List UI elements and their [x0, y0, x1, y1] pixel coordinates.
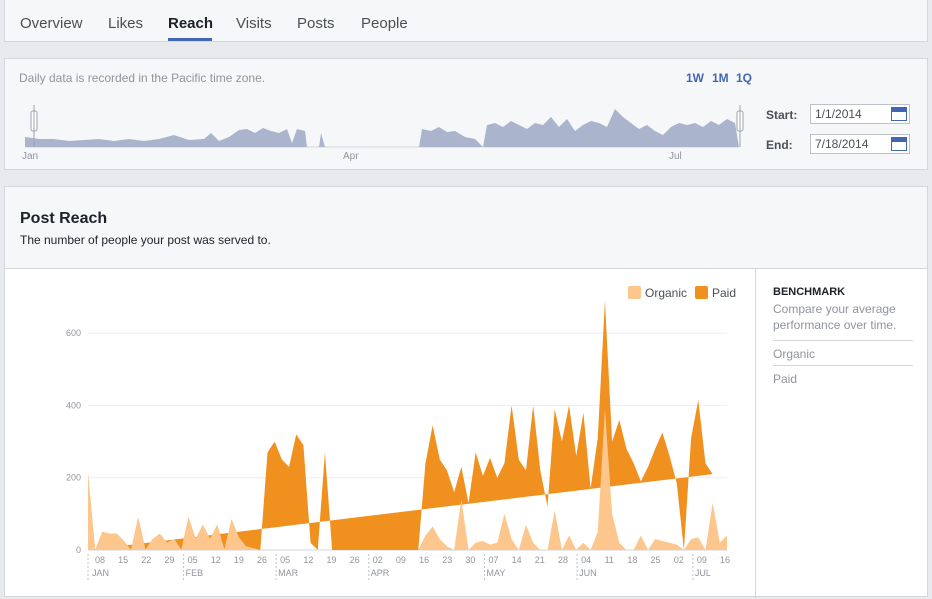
legend-paid-label[interactable]: Paid — [712, 286, 737, 300]
tab-people[interactable]: People — [361, 15, 408, 32]
legend-organic-swatch — [628, 286, 641, 299]
x-tick-label: 26 — [257, 555, 267, 565]
post-reach-title: Post Reach — [20, 210, 108, 227]
post-reach-chart: 0 200 400 600 08 15 22 29 05 FEB 12 19 26 05 MAR 12 19 26… — [66, 300, 730, 580]
y-tick-label: 0 — [76, 545, 81, 555]
x-tick-label: 16 — [419, 555, 429, 565]
tab-likes[interactable]: Likes — [108, 15, 144, 32]
month-label: MAR — [278, 568, 299, 578]
x-tick-label: 28 — [558, 555, 568, 565]
benchmark-organic-option[interactable]: Organic — [773, 340, 913, 361]
timezone-note: Daily data is recorded in the Pacific ti… — [19, 71, 266, 85]
month-label: FEB — [186, 568, 204, 578]
y-tick-label: 400 — [66, 400, 81, 410]
x-tick-label: 09 — [697, 555, 707, 565]
x-tick-label: 25 — [651, 555, 661, 565]
x-tick-label: 07 — [489, 555, 499, 565]
x-tick-label: 05 — [280, 555, 290, 565]
date-range-panel: Daily data is recorded in the Pacific ti… — [4, 58, 928, 170]
timeline-label-jul: Jul — [669, 151, 682, 162]
x-tick-label: 19 — [234, 555, 244, 565]
month-label: JAN — [92, 568, 109, 578]
start-date-input[interactable]: 1/1/2014 — [810, 104, 910, 124]
end-calendar-icon[interactable] — [891, 137, 907, 151]
timeline-area — [25, 109, 739, 147]
insights-tab-bar: Overview Likes Reach Visits Posts People — [4, 0, 928, 42]
benchmark-sidebar: BENCHMARK Compare your average performan… — [755, 269, 928, 599]
tab-visits[interactable]: Visits — [236, 15, 272, 32]
post-reach-subtitle: The number of people your post was serve… — [20, 233, 271, 247]
active-tab-indicator — [168, 38, 212, 41]
x-tick-label: 15 — [118, 555, 128, 565]
range-1m-button[interactable]: 1M — [712, 71, 729, 85]
x-tick-label: 14 — [512, 555, 522, 565]
x-tick-label: 08 — [95, 555, 105, 565]
x-tick-label: 16 — [720, 555, 730, 565]
month-label: APR — [371, 568, 390, 578]
range-1q-button[interactable]: 1Q — [736, 71, 753, 85]
tab-posts[interactable]: Posts — [297, 15, 335, 32]
x-tick-label: 29 — [164, 555, 174, 565]
x-tick-label: 26 — [350, 555, 360, 565]
start-calendar-icon[interactable] — [891, 107, 907, 121]
paid-series-area — [88, 300, 713, 550]
x-tick-label: 12 — [211, 555, 221, 565]
tab-overview[interactable]: Overview — [20, 15, 83, 32]
benchmark-title: BENCHMARK — [773, 286, 846, 298]
x-tick-label: 19 — [326, 555, 336, 565]
y-tick-label: 600 — [66, 328, 81, 338]
x-tick-label: 18 — [627, 555, 637, 565]
start-date-label: Start: — [766, 108, 798, 122]
legend-paid-swatch — [695, 286, 708, 299]
benchmark-paid-option[interactable]: Paid — [773, 365, 913, 386]
x-tick-label: 04 — [581, 555, 591, 565]
end-date-label: End: — [766, 138, 793, 152]
timeline-label-apr: Apr — [343, 151, 359, 162]
benchmark-description: Compare your average performance over ti… — [773, 302, 897, 332]
x-tick-label: 12 — [303, 555, 313, 565]
end-date-input[interactable]: 7/18/2014 — [810, 134, 910, 154]
range-1w-button[interactable]: 1W — [686, 71, 704, 85]
legend-organic-label[interactable]: Organic — [645, 286, 688, 300]
month-label: JUL — [695, 568, 711, 578]
post-reach-panel: Post Reach The number of people your pos… — [4, 186, 928, 599]
timeline-overview-chart[interactable] — [19, 95, 749, 155]
x-tick-label: 02 — [674, 555, 684, 565]
x-tick-label: 11 — [605, 555, 614, 565]
post-reach-header: Post Reach The number of people your pos… — [5, 187, 927, 269]
x-tick-label: 02 — [373, 555, 383, 565]
month-label: MAY — [487, 568, 506, 578]
y-tick-label: 200 — [66, 473, 81, 483]
x-tick-label: 09 — [396, 555, 406, 565]
x-tick-label: 21 — [535, 555, 545, 565]
x-tick-label: 23 — [442, 555, 452, 565]
timeline-label-jan: Jan — [22, 151, 39, 162]
month-label: JUN — [579, 568, 597, 578]
x-tick-label: 05 — [188, 555, 198, 565]
tab-reach[interactable]: Reach — [168, 15, 214, 32]
x-tick-label: 30 — [465, 555, 475, 565]
x-tick-label: 22 — [141, 555, 151, 565]
